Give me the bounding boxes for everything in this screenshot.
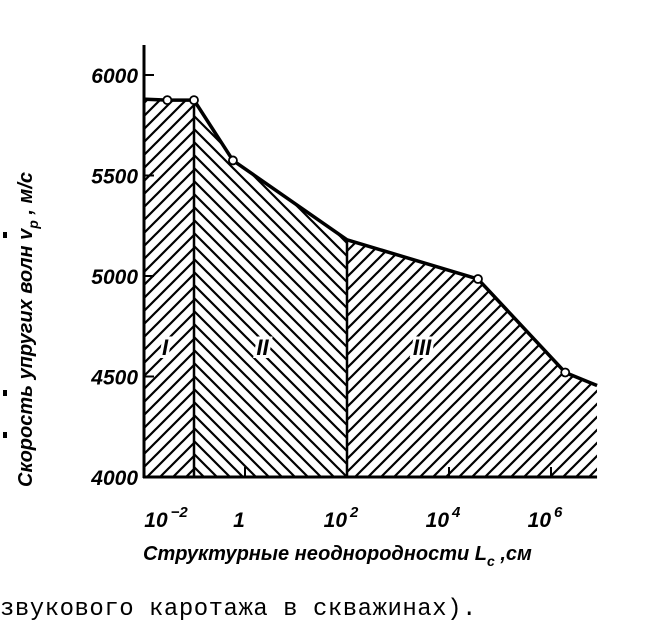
x-tick-label: 10 2 bbox=[324, 504, 359, 532]
caption-fragment: звукового каротажа в скважинах). bbox=[0, 596, 477, 623]
data-point bbox=[162, 95, 173, 106]
hatch-region-I bbox=[143, 99, 194, 477]
data-point bbox=[228, 155, 238, 166]
x-tick-label: 10 6 bbox=[528, 504, 563, 532]
region-label-I: I bbox=[162, 335, 169, 360]
y-tick-label: 5000 bbox=[91, 266, 138, 289]
x-tick-label: 10 −2 bbox=[144, 504, 188, 532]
margin-mark bbox=[3, 232, 7, 238]
hatch-region-III bbox=[347, 99, 598, 477]
y-tick-label: 4000 bbox=[90, 467, 138, 490]
region-label-III: III bbox=[413, 335, 432, 360]
x-tick-label: 10 4 bbox=[426, 504, 461, 532]
x-tick-label: 1 bbox=[233, 509, 245, 532]
margin-mark bbox=[3, 432, 7, 438]
y-tick-label: 6000 bbox=[91, 65, 138, 88]
x-axis-label: Структурные неоднородности Lc ,см bbox=[143, 543, 532, 569]
margin-mark bbox=[3, 390, 7, 396]
region-label-II: II bbox=[256, 335, 269, 360]
data-point bbox=[189, 95, 199, 106]
y-axis-label: Скорость упругих волн vp , м/с bbox=[15, 172, 41, 487]
hatch-region-II bbox=[194, 99, 347, 477]
y-tick-label: 4500 bbox=[90, 367, 138, 390]
data-point bbox=[560, 367, 571, 378]
data-point bbox=[473, 274, 483, 284]
y-tick-label: 5500 bbox=[91, 166, 138, 189]
